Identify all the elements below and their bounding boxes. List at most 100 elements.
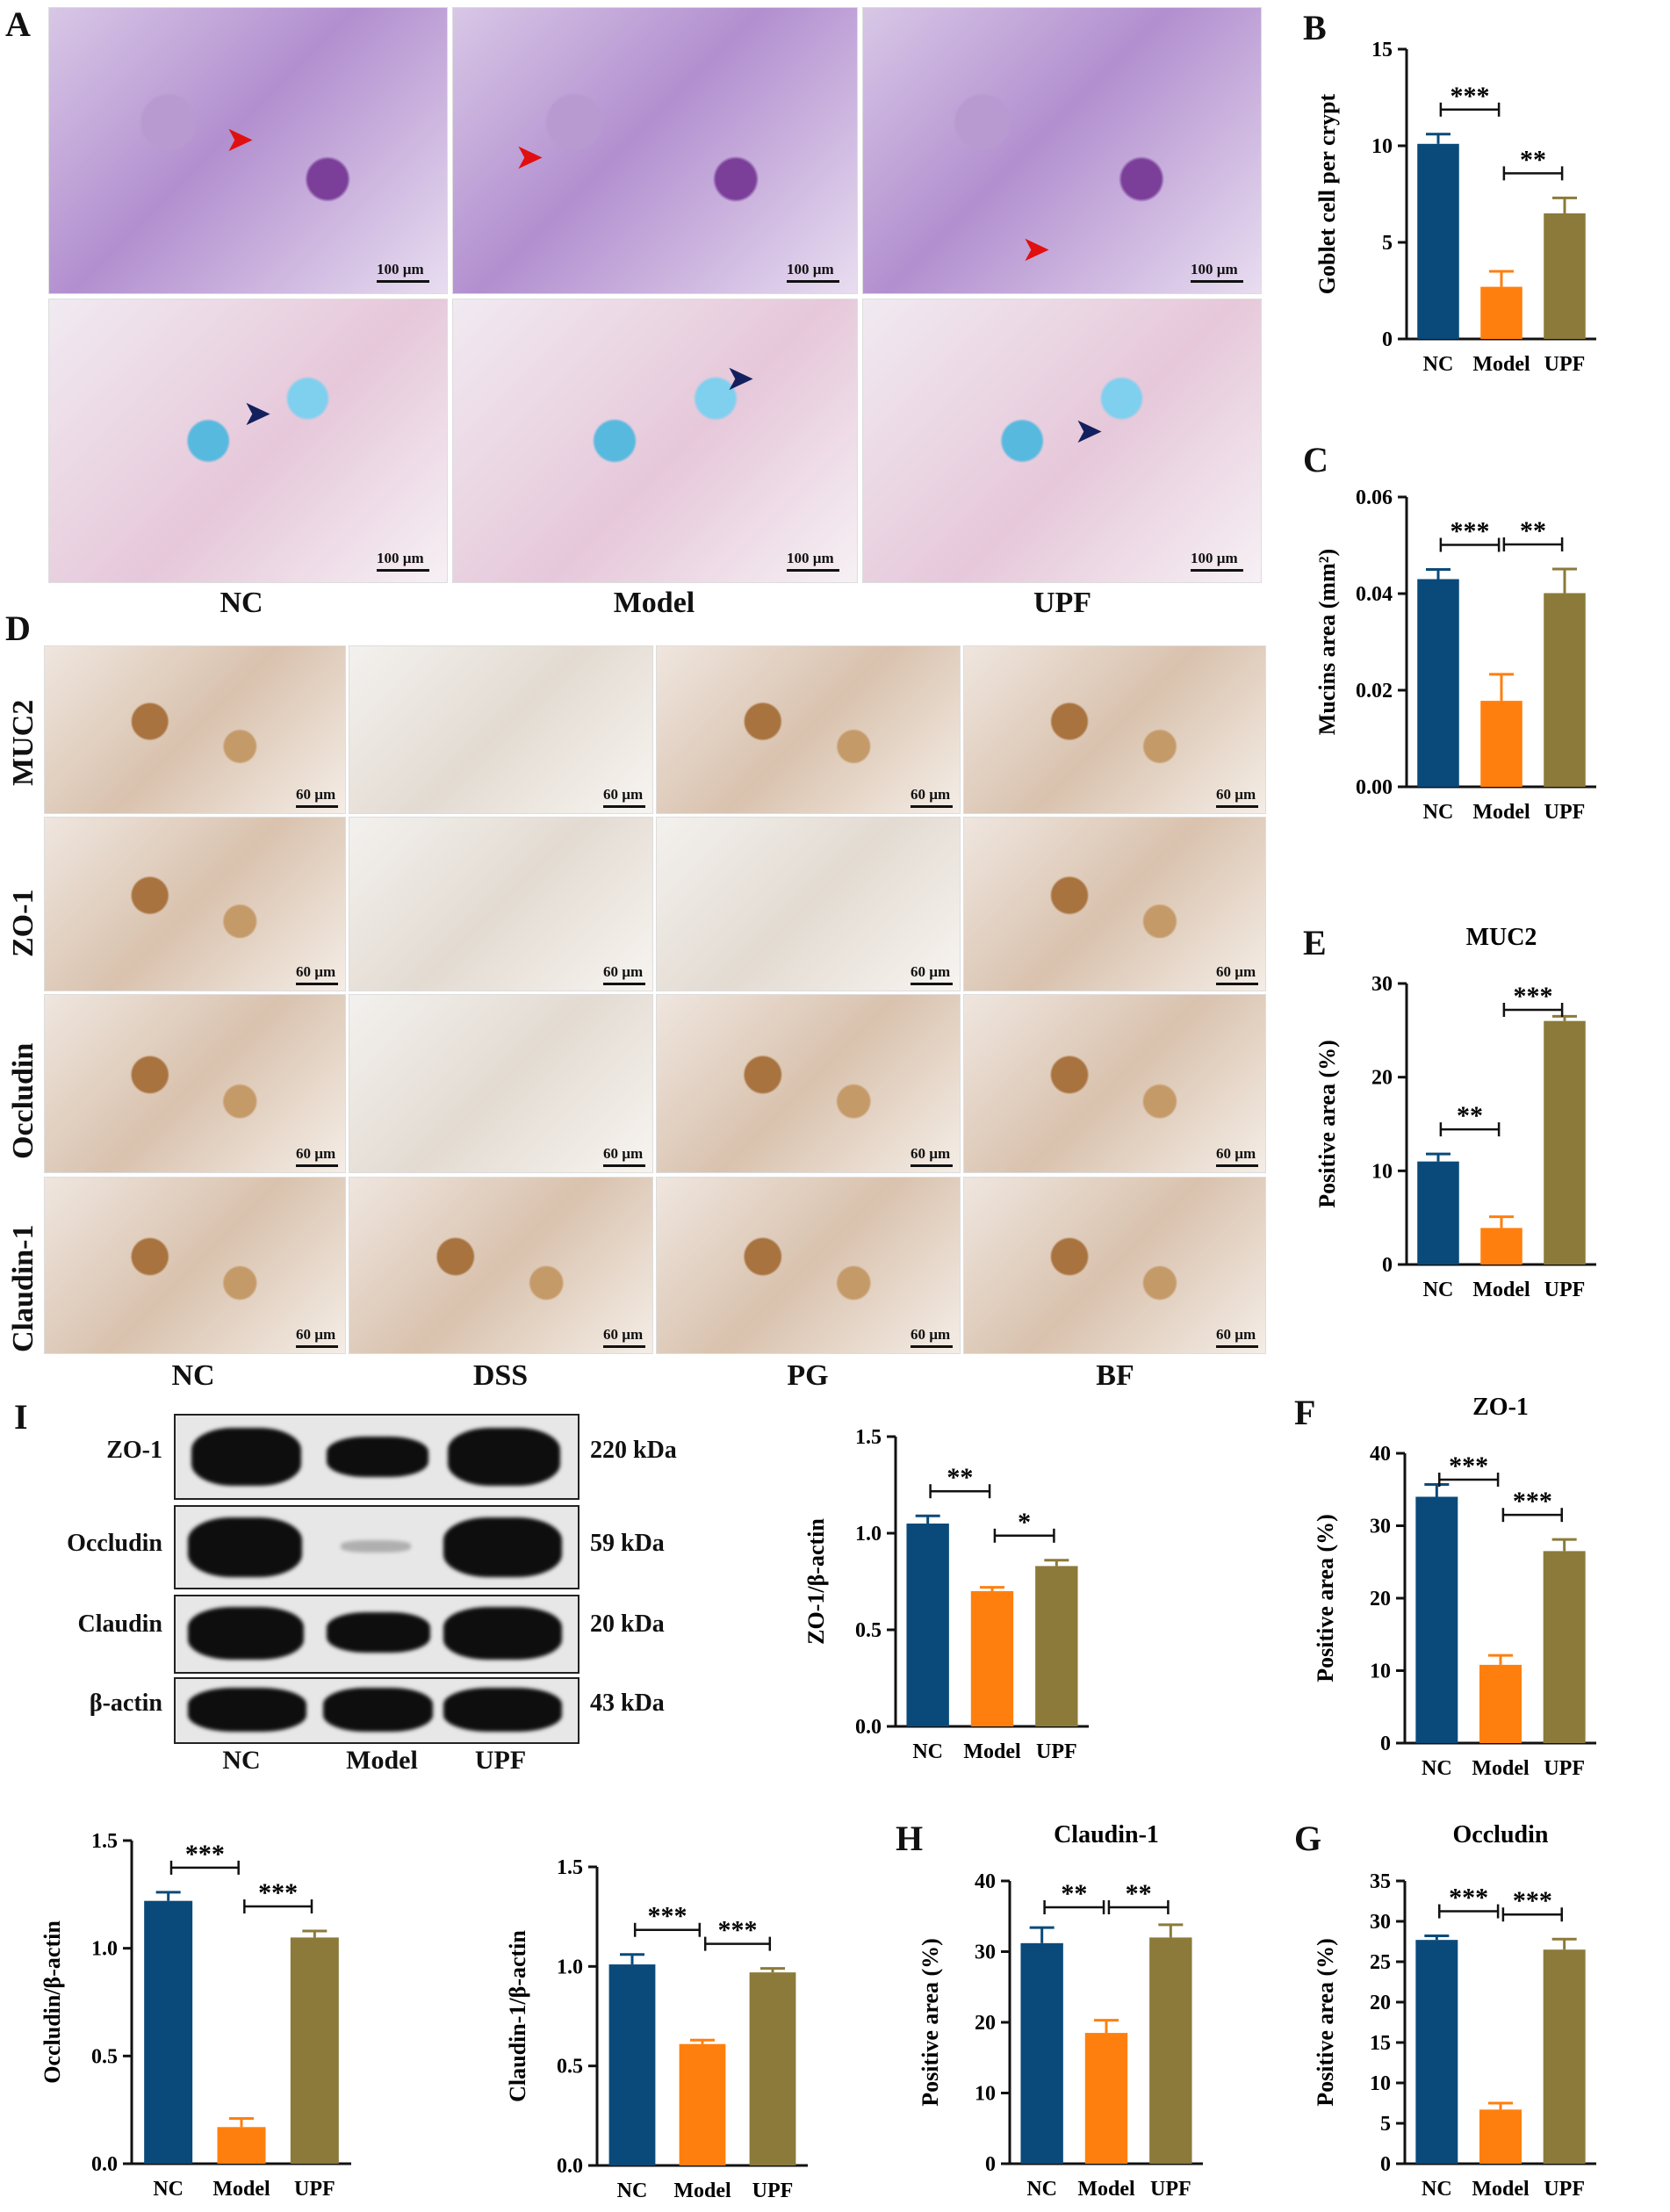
y-tick-label: 5 <box>1382 232 1393 255</box>
panel-d-row-label: Occludin <box>7 1042 40 1159</box>
ihc-claudin1-nc: 60 µm <box>44 1177 346 1354</box>
significance-label: *** <box>1513 1487 1552 1516</box>
chart-title: Claudin-1 <box>1054 1821 1159 1848</box>
x-tick-label: Model <box>1472 1757 1530 1780</box>
y-tick-label: 10 <box>1370 1661 1391 1683</box>
y-tick-label: 0.04 <box>1356 583 1393 606</box>
micrograph-ab-model: ➤ 100 µm <box>452 299 858 583</box>
bar <box>1149 1937 1192 2164</box>
blot-band <box>323 1688 433 1732</box>
panel-label-i: I <box>14 1397 28 1437</box>
y-axis-label: Goblet cell per crypt <box>1314 93 1340 294</box>
x-tick-label: Model <box>1472 2178 1530 2201</box>
y-axis-label: Positive area (%) <box>1313 1938 1338 2107</box>
bar <box>1020 1942 1063 2164</box>
bar <box>1417 1161 1459 1265</box>
y-tick-label: 0 <box>985 2153 996 2176</box>
blot-size-label: 59 kDa <box>590 1530 665 1557</box>
bar-chart-occludin-blot: 0.0 0.5 1.0 1.5 Occludin/β-actin NC Model UPF **… <box>40 1830 351 2201</box>
scale-bar: 60 µm <box>1216 963 1258 985</box>
y-axis-label: Mucins area (mm²) <box>1314 549 1340 735</box>
panel-d-column-label: NC <box>171 1359 215 1392</box>
panel-label-f: F <box>1294 1393 1316 1432</box>
blot-band <box>191 1428 301 1486</box>
micrograph-pas-upf: ➤ 100 µm <box>862 7 1262 294</box>
y-tick-label: 0.00 <box>1356 776 1393 799</box>
ihc-muc2-dss: 60 µm <box>349 645 653 814</box>
scale-bar: 60 µm <box>1216 1145 1258 1167</box>
bar-chart-h: Claudin-1 0 10 20 30 40 Positive area (%) NC Mod… <box>918 1821 1203 2201</box>
bar-chart-c: 0.00 0.02 0.04 0.06 Mucins area (mm²) NC Model… <box>1314 486 1596 824</box>
micrograph-pas-model: ➤ 100 µm <box>452 7 858 294</box>
blot-band <box>443 1688 562 1732</box>
x-tick-label: Model <box>212 2178 270 2201</box>
x-tick-label: UPF <box>1544 1279 1586 1301</box>
blot-protein-label: ZO-1 <box>106 1437 162 1464</box>
scale-bar: 60 µm <box>911 1326 953 1348</box>
ihc-zo1-bf: 60 µm <box>963 817 1266 991</box>
blot-size-label: 20 kDa <box>590 1610 665 1638</box>
x-tick-label: Model <box>1077 2178 1135 2201</box>
significance-label: ** <box>1520 145 1546 174</box>
y-tick-label: 0 <box>1380 2153 1391 2176</box>
ihc-occludin-dss: 60 µm <box>349 994 653 1173</box>
scale-bar: 60 µm <box>603 963 645 985</box>
scale-bar: 60 µm <box>1216 1326 1258 1348</box>
significance-label: ** <box>1457 1101 1483 1130</box>
panel-a-column-label: Model <box>613 587 695 619</box>
bar <box>217 2127 266 2164</box>
ihc-claudin1-pg: 60 µm <box>656 1177 961 1354</box>
blot-band <box>448 1428 560 1486</box>
y-tick-label: 1.5 <box>557 1856 583 1879</box>
navy-arrow-icon: ➤ <box>1074 411 1104 450</box>
ihc-claudin1-bf: 60 µm <box>963 1177 1266 1354</box>
x-tick-label: UPF <box>1036 1740 1077 1763</box>
x-tick-label: UPF <box>1544 2178 1585 2201</box>
bar <box>290 1937 339 2164</box>
y-tick-label: 0 <box>1380 1733 1391 1755</box>
panel-label-b: B <box>1303 8 1327 47</box>
bar-chart-claudin1-blot: 0.0 0.5 1.0 1.5 Claudin-1/β-actin NC Model UPF *… <box>505 1856 808 2202</box>
bar <box>1084 2033 1128 2164</box>
significance-label: ** <box>947 1463 973 1492</box>
y-axis-label: Positive area (%) <box>918 1938 943 2107</box>
blot-size-label: 220 kDa <box>590 1437 677 1464</box>
blot-band <box>327 1437 428 1477</box>
y-axis-label: Positive area (%) <box>1313 1514 1338 1682</box>
bar-chart-e: MUC2 0 10 20 30 Positive area (%) NC Model UPF **… <box>1314 924 1596 1301</box>
y-axis-label: ZO-1/β-actin <box>803 1518 829 1645</box>
significance-label: *** <box>185 1840 225 1869</box>
y-tick-label: 0.06 <box>1356 486 1393 509</box>
chart-title: MUC2 <box>1466 924 1537 951</box>
x-tick-label: NC <box>912 1740 943 1763</box>
scale-bar: 60 µm <box>603 1145 645 1167</box>
significance-label: *** <box>258 1878 298 1907</box>
ihc-zo1-nc: 60 µm <box>44 817 346 991</box>
bar <box>749 1972 796 2165</box>
bar <box>608 1964 656 2165</box>
significance-label: *** <box>1450 517 1490 546</box>
y-tick-label: 1.0 <box>557 1956 583 1978</box>
blot-lane-label: NC <box>222 1746 261 1775</box>
bar <box>970 1591 1014 1726</box>
y-tick-label: 15 <box>1371 39 1393 61</box>
bar <box>1479 2109 1522 2164</box>
scale-bar: 100 µm <box>1191 261 1243 283</box>
x-tick-label: Model <box>1472 1279 1530 1301</box>
scale-bar: 60 µm <box>296 1326 338 1348</box>
significance-label: *** <box>1450 82 1490 111</box>
y-axis-label: Positive area (%) <box>1314 1040 1340 1208</box>
y-tick-label: 35 <box>1370 1870 1391 1893</box>
bar <box>679 2043 726 2165</box>
panel-d-row-label: MUC2 <box>7 699 40 786</box>
significance-label: *** <box>1449 1452 1488 1481</box>
y-tick-label: 30 <box>1371 973 1393 996</box>
y-tick-label: 20 <box>1371 1067 1393 1090</box>
blot-strip-occludin <box>174 1505 579 1589</box>
ihc-occludin-pg: 60 µm <box>656 994 961 1173</box>
x-tick-label: UPF <box>752 2180 794 2202</box>
y-tick-label: 30 <box>1370 1911 1391 1934</box>
ihc-zo1-pg: 60 µm <box>656 817 961 991</box>
